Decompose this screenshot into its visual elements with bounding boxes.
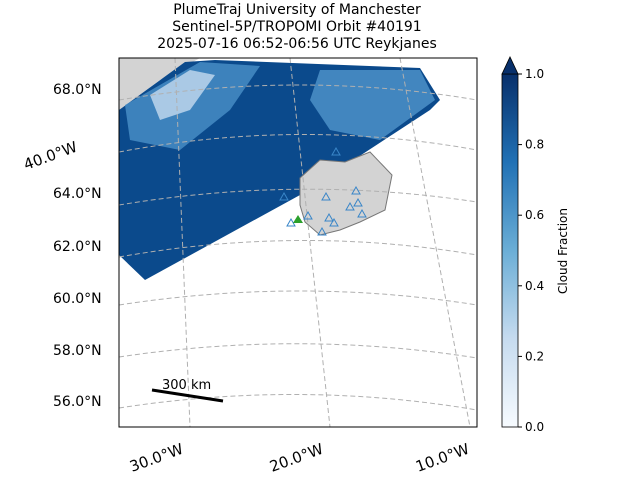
target-marker xyxy=(293,215,303,223)
lat-label: 58.0°N xyxy=(53,343,102,359)
volcano-markers xyxy=(279,146,367,236)
lat-label: 62.0°N xyxy=(53,239,102,255)
lon-label: 10.0°W xyxy=(413,440,472,476)
scale-label: 300 km xyxy=(162,378,211,393)
colorbar-tick-label: 0.6 xyxy=(525,208,544,222)
lat-labels: 68.0°N 64.0°N 62.0°N 60.0°N 58.0°N 56.0°… xyxy=(53,82,102,410)
colorbar-tick-label: 0.2 xyxy=(525,349,544,363)
title-line: Sentinel-5P/TROPOMI Orbit #40191 xyxy=(172,19,421,35)
lon-label: 20.0°W xyxy=(267,440,326,476)
lon-label: 30.0°W xyxy=(127,440,186,476)
colorbar-tick-label: 0.8 xyxy=(525,138,544,152)
colorbar-label: Cloud Fraction xyxy=(556,208,570,294)
colorbar-tick-label: 1.0 xyxy=(525,67,544,81)
cloud-patch xyxy=(310,70,435,140)
lat-label: 56.0°N xyxy=(53,394,102,410)
title-line: PlumeTraj University of Manchester xyxy=(173,2,421,18)
lon-label: 40.0°W xyxy=(21,138,80,174)
colorbar xyxy=(501,73,519,428)
land-grey xyxy=(119,58,200,110)
frame xyxy=(118,57,478,428)
cloud-patch xyxy=(150,70,215,120)
lat-label: 68.0°N xyxy=(53,82,102,98)
scale-bar xyxy=(151,388,224,403)
lat-label: 64.0°N xyxy=(53,186,102,202)
map-area: 300 km xyxy=(119,58,477,427)
colorbar-tick-label: 0.4 xyxy=(525,279,544,293)
colorbar-extend xyxy=(501,56,519,75)
colorbar-tick-label: 0.0 xyxy=(525,420,544,434)
lat-label: 60.0°N xyxy=(53,291,102,307)
title-line: 2025-07-16 06:52-06:56 UTC Reykjanes xyxy=(157,36,437,52)
